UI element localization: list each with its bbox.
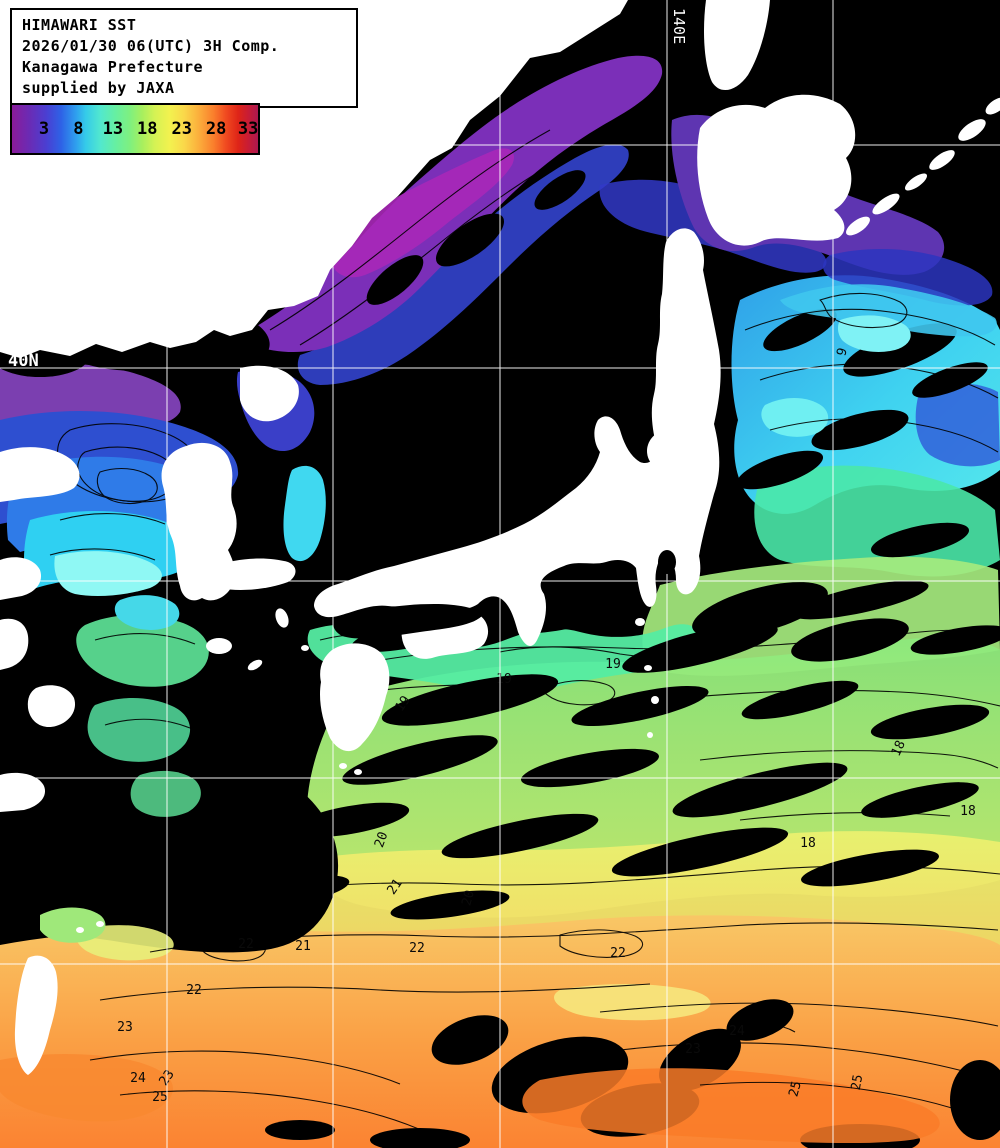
- land-sado: [647, 429, 695, 473]
- contour-label-20: 20: [372, 830, 391, 850]
- land-korea-northwest: [240, 365, 299, 422]
- contour-label-19: 19: [496, 672, 512, 687]
- contour-label-25: 25: [152, 1090, 168, 1105]
- colorbar-tick: 18: [137, 119, 158, 139]
- land-shandong: [0, 447, 80, 502]
- land-sakhalin: [704, 0, 770, 91]
- contour-label-18: 18: [960, 804, 976, 819]
- contour-label-20: 20: [459, 889, 478, 908]
- meridian-label: 140E: [670, 8, 688, 44]
- provider: Kanagawa Prefecture: [22, 58, 204, 76]
- contour-label-22: 22: [409, 941, 425, 956]
- colorbar-tick: 33: [237, 119, 259, 139]
- contour-label-22: 22: [186, 983, 202, 998]
- parallel-label: 40N: [8, 351, 39, 371]
- contour-label-23: 23: [685, 1042, 701, 1057]
- contour-label-25: 25: [786, 1080, 805, 1099]
- contour-label-21: 21: [295, 939, 311, 954]
- colorbar-tick: 3: [38, 119, 50, 139]
- colorbar-tick: 8: [73, 119, 84, 139]
- contour-label-19: 19: [605, 657, 621, 672]
- contour-label-25: 25: [849, 1073, 866, 1091]
- land-masses: [0, 0, 1000, 1075]
- land-honshu: [314, 228, 721, 646]
- land-kyushu: [320, 643, 390, 752]
- land-korea: [161, 442, 237, 601]
- contour-label-24: 24: [729, 1024, 745, 1039]
- inland-sea-cloud-mask: [333, 550, 676, 639]
- product-name: HIMAWARI SST: [22, 16, 137, 34]
- colorbar-tick: 13: [102, 119, 124, 139]
- contour-label-19: 19: [392, 693, 413, 714]
- land-china-coast: [0, 557, 76, 812]
- land-hokkaido: [697, 94, 856, 246]
- land-kuril-islands: [846, 97, 1000, 236]
- contour-label-9: 9: [834, 346, 851, 357]
- credit: supplied by JAXA: [22, 79, 175, 97]
- isotherm-contour-lines: [49, 129, 1000, 1135]
- land-small-islands: [76, 608, 659, 933]
- contour-label-18: 18: [800, 836, 816, 851]
- land-taiwan: [14, 955, 58, 1075]
- sst-color-scale: 3 8 13 18 23 28 33: [10, 103, 260, 155]
- contour-label-22: 22: [238, 937, 254, 952]
- contour-label-18: 18: [889, 738, 909, 759]
- contour-label-24: 24: [130, 1071, 146, 1086]
- timestamp: 2026/01/30 06(UTC) 3H Comp.: [22, 37, 280, 55]
- contour-label-21: 21: [384, 876, 405, 897]
- colorbar-tick: 23: [171, 119, 192, 139]
- colorbar-tick: 28: [205, 119, 227, 139]
- contour-label-23: 23: [117, 1020, 133, 1035]
- land-jeju: [206, 638, 232, 654]
- map-title-box: HIMAWARI SST 2026/01/30 06(UTC) 3H Comp.…: [10, 8, 358, 108]
- land-korea-south-coast: [210, 558, 296, 590]
- contour-label-22: 22: [610, 946, 626, 961]
